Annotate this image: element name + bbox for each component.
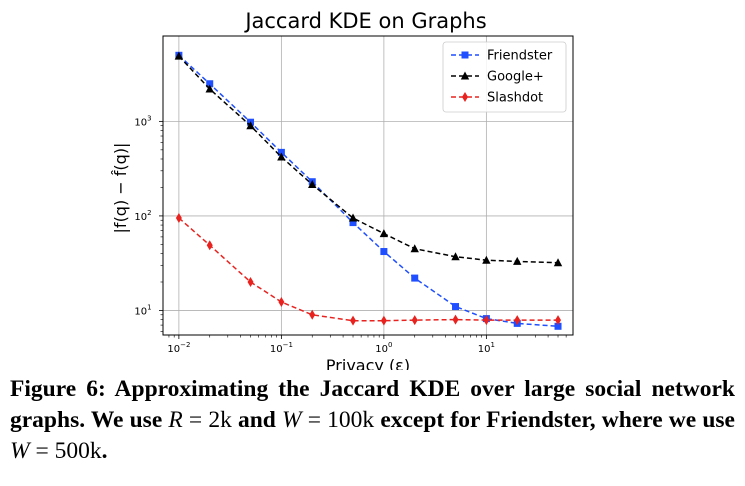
series-slashdot	[175, 213, 562, 326]
google-point	[277, 152, 286, 161]
legend-label-slashdot: Slashdot	[487, 91, 543, 106]
caption-text: and	[231, 407, 283, 433]
caption-symbol-w: W	[10, 438, 30, 464]
y-tick-label: 101	[134, 303, 151, 317]
google-point	[174, 51, 184, 60]
google-point	[348, 213, 358, 222]
slashdot-point	[380, 315, 387, 326]
series-layer	[174, 51, 563, 330]
slashdot-point	[452, 314, 459, 325]
y-tick-label: 103	[134, 114, 151, 128]
google-point	[410, 244, 419, 253]
google-point	[246, 121, 255, 130]
axes-frame	[159, 35, 574, 339]
x-tick-label: 100	[375, 341, 392, 355]
legend-marker-google	[460, 71, 470, 80]
caption-symbol-w: W	[282, 407, 302, 433]
caption-text: Approximating the Jaccard KDE over large…	[10, 376, 735, 433]
line-chart: 10−2 10−1 100 101 101 102 103 Friendster Google…	[111, 9, 574, 370]
friendster-point	[554, 322, 562, 330]
caption-symbol-r: R	[168, 407, 183, 433]
google-line	[178, 55, 559, 264]
caption-equation: = 2k	[182, 407, 232, 433]
slashdot-point	[247, 276, 254, 287]
legend-label-google: Google+	[487, 70, 544, 85]
slashdot-point	[309, 309, 316, 320]
slashdot-point	[555, 315, 562, 326]
series-google	[174, 51, 563, 267]
plot-frame	[162, 35, 574, 336]
google-point	[308, 179, 317, 188]
slashdot-point	[514, 315, 521, 326]
y-axis-label: |f(q) − f̂(q)|	[111, 143, 130, 234]
friendster-point	[206, 80, 214, 88]
google-point	[513, 256, 522, 265]
caption-equation: = 500k	[29, 438, 102, 464]
x-tick-label: 10−2	[167, 341, 190, 355]
x-axis-label: Privacy (ε)	[326, 356, 410, 370]
caption-text: except for Friendster, where we use	[374, 407, 735, 433]
slashdot-point	[483, 315, 490, 326]
legend-marker-friendster	[461, 51, 469, 59]
google-point	[451, 252, 460, 261]
chart-title: Jaccard KDE on Graphs	[243, 9, 486, 33]
slashdot-line	[178, 217, 558, 322]
legend-box	[442, 41, 567, 113]
friendster-point	[380, 248, 388, 256]
friendster-point	[452, 303, 460, 311]
friendster-point	[411, 274, 419, 282]
caption-equation: = 100k	[301, 407, 375, 433]
legend-label-friendster: Friendster	[487, 49, 553, 64]
caption-figure-label: Figure 6:	[10, 376, 106, 402]
friendster-point	[277, 148, 285, 156]
google-point	[482, 255, 491, 264]
figure-caption: Figure 6: Approximating the Jaccard KDE …	[10, 374, 735, 467]
google-point	[553, 258, 563, 267]
slashdot-point	[278, 296, 285, 307]
caption-text: .	[101, 438, 108, 464]
slashdot-point	[206, 240, 213, 251]
google-point	[205, 84, 214, 93]
slashdot-point	[350, 315, 357, 326]
friendster-point	[349, 219, 357, 227]
slashdot-point	[175, 213, 182, 224]
legend-marker-slashdot	[462, 92, 468, 102]
tick-labels: 10−2 10−1 100 101 101 102 103	[134, 114, 495, 355]
slashdot-point	[411, 315, 418, 326]
x-tick-label: 10−1	[270, 341, 293, 355]
legend: Friendster Google+ Slashdot	[442, 41, 567, 113]
google-point	[379, 229, 389, 238]
x-tick-label: 101	[478, 341, 495, 355]
y-tick-label: 102	[134, 209, 151, 223]
